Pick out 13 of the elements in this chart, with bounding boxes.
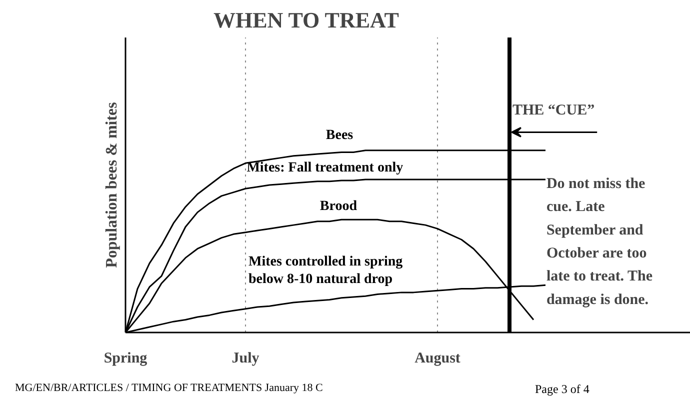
text: Page 3 of 4 xyxy=(535,381,590,398)
series-label: Brood xyxy=(320,198,358,214)
chart-title: WHEN TO TREAT xyxy=(214,8,400,32)
annotation: Do not miss the cue. Late September and October are too late to treat. The damage is done. xyxy=(546,176,653,308)
text: THE “CUE” xyxy=(512,102,595,118)
series-label: Bees xyxy=(326,128,354,143)
series-label: Mites: Fall treatment only xyxy=(246,160,404,176)
x-tick-label: August xyxy=(414,350,460,366)
x-tick-label: July xyxy=(232,350,260,366)
text: MG/EN/BR/ARTICLES / TIMING OF TREATMENTS January 18 C xyxy=(15,381,323,396)
x-tick-label: Spring xyxy=(104,350,148,366)
y-axis-title: Population bees & mites xyxy=(104,102,120,268)
series-label: Mites controlled in spring below 8-10 natural drop xyxy=(248,254,403,287)
